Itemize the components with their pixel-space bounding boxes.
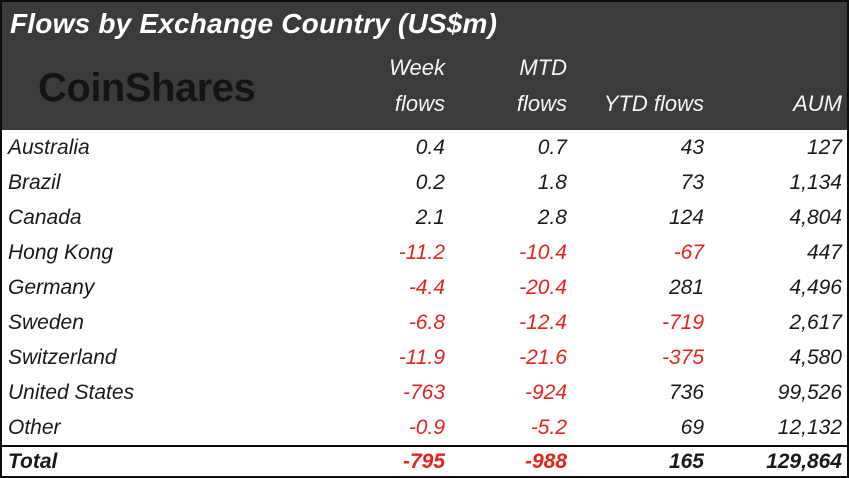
- total-week-value: -795: [402, 450, 445, 473]
- country-label: Germany: [8, 275, 95, 299]
- table-row: Other -0.9 -5.2 69 12,132: [2, 410, 847, 445]
- total-aum-value: 129,864: [766, 450, 842, 473]
- week-flows-value: 0.4: [415, 135, 445, 159]
- ytd-flows-value: 281: [668, 275, 704, 299]
- table-title: Flows by Exchange Country (US$m): [10, 8, 498, 39]
- country-label: Brazil: [8, 170, 61, 194]
- mtd-flows-value: 2.8: [537, 205, 567, 229]
- week-flows-value: -11.2: [398, 240, 445, 264]
- total-mtd-value: -988: [524, 450, 567, 473]
- ytd-flows-value: 124: [668, 205, 704, 229]
- ytd-flows-value: 73: [680, 170, 704, 194]
- aum-flows-value: 4,804: [789, 205, 842, 229]
- week-flows-value: -763: [402, 380, 445, 404]
- col-header-ytd-line1: YTD flows: [603, 91, 704, 116]
- country-label: Australia: [8, 135, 90, 159]
- total-row: Total -795 -988 165 129,864: [2, 445, 847, 477]
- col-header-mtd-line1: MTD: [519, 55, 567, 80]
- ytd-flows-value: -719: [661, 310, 704, 334]
- mtd-flows-value: -10.4: [519, 240, 567, 264]
- week-flows-value: 0.2: [415, 170, 445, 194]
- country-label: Hong Kong: [8, 240, 114, 264]
- mtd-flows-value: -20.4: [519, 275, 567, 299]
- column-header-row: CoinShares Week flows MTD flows YTD flow…: [8, 46, 842, 130]
- aum-flows-value: 4,496: [789, 275, 842, 299]
- week-flows-value: 2.1: [415, 205, 445, 229]
- total-label: Total: [8, 450, 58, 473]
- col-header-mtd-line2: flows: [516, 91, 567, 116]
- col-header-aum-line1: AUM: [793, 91, 842, 116]
- table-row: Australia 0.4 0.7 43 127: [2, 130, 847, 165]
- mtd-flows-value: -5.2: [530, 415, 567, 439]
- mtd-flows-value: -21.6: [519, 345, 567, 369]
- ytd-flows-value: 736: [668, 380, 704, 404]
- aum-flows-value: 2,617: [789, 310, 842, 334]
- ytd-flows-value: 43: [680, 135, 704, 159]
- ytd-flows-value: -375: [661, 345, 704, 369]
- table-row: Hong Kong -11.2 -10.4 -67 447: [2, 235, 847, 270]
- country-label: United States: [8, 380, 135, 404]
- col-header-week-line2: flows: [394, 91, 445, 116]
- col-header-ytd-flows: YTD flows: [567, 46, 704, 130]
- country-label: Switzerland: [8, 345, 117, 369]
- table-row: Canada 2.1 2.8 124 4,804: [2, 200, 847, 235]
- aum-flows-value: 1,134: [789, 170, 842, 194]
- aum-flows-value: 447: [806, 240, 842, 264]
- table-row: United States -763 -924 736 99,526: [2, 375, 847, 410]
- col-header-aum: AUM: [704, 46, 842, 130]
- coinshares-logo: CoinShares: [38, 65, 256, 110]
- aum-flows-value: 127: [806, 135, 842, 159]
- mtd-flows-value: -12.4: [519, 310, 567, 334]
- aum-flows-value: 4,580: [789, 345, 842, 369]
- total-ytd-value: 165: [668, 450, 704, 473]
- col-header-mtd-flows: MTD flows: [445, 46, 567, 130]
- week-flows-value: -4.4: [408, 275, 445, 299]
- mtd-flows-value: 0.7: [537, 135, 567, 159]
- col-header-week-flows: Week flows: [262, 46, 445, 130]
- country-label: Canada: [8, 205, 82, 229]
- ytd-flows-value: -67: [673, 240, 704, 264]
- country-label: Sweden: [8, 310, 84, 334]
- table-row: Sweden -6.8 -12.4 -719 2,617: [2, 305, 847, 340]
- aum-flows-value: 12,132: [777, 415, 842, 439]
- week-flows-value: -11.9: [398, 345, 445, 369]
- week-flows-value: -6.8: [408, 310, 445, 334]
- table-body: Australia 0.4 0.7 43 127 Brazil 0.2 1.8 73 1,134 C…: [2, 130, 847, 445]
- week-flows-value: -0.9: [408, 415, 445, 439]
- table-header: Flows by Exchange Country (US$m) CoinSha…: [2, 2, 847, 130]
- table-row: Germany -4.4 -20.4 281 4,496: [2, 270, 847, 305]
- mtd-flows-value: 1.8: [537, 170, 567, 194]
- ytd-flows-value: 69: [680, 415, 704, 439]
- aum-flows-value: 99,526: [777, 380, 842, 404]
- mtd-flows-value: -924: [524, 380, 567, 404]
- col-header-week-line1: Week: [389, 55, 445, 80]
- table-row: Switzerland -11.9 -21.6 -375 4,580: [2, 340, 847, 375]
- country-label: Other: [8, 415, 61, 439]
- table-row: Brazil 0.2 1.8 73 1,134: [2, 165, 847, 200]
